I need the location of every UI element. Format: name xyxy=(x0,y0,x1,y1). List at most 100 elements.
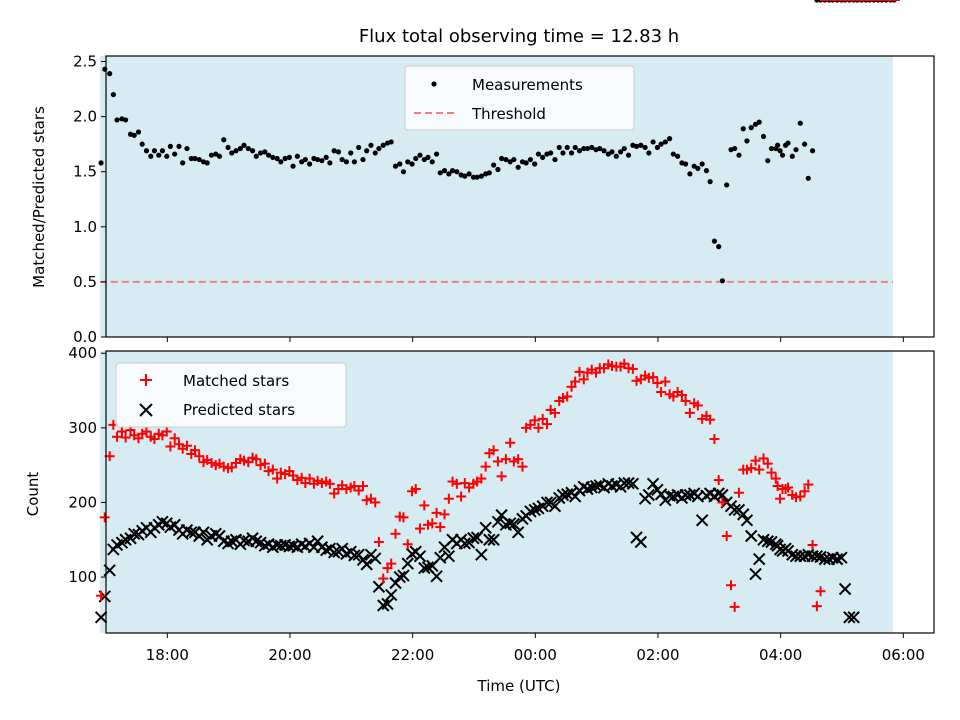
measurement-point xyxy=(556,144,562,151)
matched-stars-points xyxy=(96,0,900,612)
measurement-point xyxy=(474,174,480,180)
ratio-y-axis: 0.0 0.5 1.0 1.5 2.0 2.5 xyxy=(73,53,106,346)
predicted-star-point xyxy=(418,561,431,575)
measurement-point xyxy=(687,171,693,177)
measurement-point xyxy=(167,143,173,149)
count-y-tick-label: 300 xyxy=(68,419,97,437)
measurement-point xyxy=(511,156,517,163)
measurement-point xyxy=(540,154,546,160)
measurement-point xyxy=(429,159,435,165)
legend-measurement-marker xyxy=(431,81,437,87)
measurement-point xyxy=(768,145,775,152)
measurement-point xyxy=(302,156,308,163)
measurement-point xyxy=(372,150,378,156)
measurement-point xyxy=(486,170,492,176)
count-legend-box xyxy=(115,362,347,428)
predicted-star-point xyxy=(397,569,410,582)
measurement-point xyxy=(135,129,142,135)
measurement-point xyxy=(417,152,423,158)
measurement-point xyxy=(454,169,460,175)
predicted-star-point xyxy=(642,488,656,502)
predicted-star-point xyxy=(810,549,824,563)
predicted-star-point xyxy=(405,547,419,561)
measurement-point xyxy=(675,153,681,159)
x-tick-label: 00:00 xyxy=(514,646,557,664)
measurement-point xyxy=(667,136,673,142)
matched-star-point xyxy=(488,445,499,456)
predicted-star-point xyxy=(377,599,390,612)
matched-star-point xyxy=(378,573,389,584)
measurement-point xyxy=(437,170,443,176)
measurement-point xyxy=(323,154,329,160)
matched-star-point xyxy=(733,487,744,498)
matched-star-point xyxy=(456,491,467,502)
matched-star-point xyxy=(549,407,560,418)
measurement-point xyxy=(262,149,268,155)
measurement-point xyxy=(331,148,337,154)
predicted-star-point xyxy=(540,496,554,509)
predicted-star-point xyxy=(585,481,598,494)
predicted-star-point xyxy=(483,533,496,546)
predicted-star-point xyxy=(548,499,562,513)
measurement-point xyxy=(425,154,431,160)
measurement-point xyxy=(131,132,137,138)
measurement-point xyxy=(650,139,656,145)
measurement-point xyxy=(446,171,452,177)
predicted-stars-points xyxy=(94,0,900,624)
measurement-point xyxy=(229,150,235,156)
matched-star-point xyxy=(390,528,401,539)
measurement-point xyxy=(388,139,394,145)
measurement-point xyxy=(278,159,284,165)
measurement-point xyxy=(646,150,652,156)
matched-star-point xyxy=(492,456,503,467)
measurement-point xyxy=(237,145,243,152)
matched-star-point xyxy=(500,454,511,465)
measurement-point xyxy=(716,244,722,250)
matched-star-point xyxy=(762,458,773,469)
measurement-point xyxy=(290,163,296,169)
matched-star-point xyxy=(803,479,814,490)
matched-star-point xyxy=(713,475,724,486)
measurement-point xyxy=(196,156,202,163)
predicted-star-point xyxy=(384,588,398,602)
matched-star-point xyxy=(766,467,777,478)
predicted-star-point xyxy=(626,477,640,491)
matched-star-point xyxy=(729,601,740,612)
matched-star-point xyxy=(149,434,160,445)
predicted-star-point xyxy=(185,526,198,539)
count-x-axis: 18:00 20:00 22:00 00:00 02:00 04:00 06:00 xyxy=(146,633,925,664)
matched-star-point xyxy=(496,471,507,482)
matched-star-point xyxy=(505,437,516,448)
matched-star-point xyxy=(181,440,192,451)
ratio-legend: Measurements Threshold xyxy=(404,65,635,131)
ratio-y-tick-label: 2.0 xyxy=(73,108,97,126)
legend-predicted-marker xyxy=(139,403,153,417)
matched-star-point xyxy=(705,414,716,425)
measurement-point xyxy=(625,152,632,158)
matched-star-point xyxy=(141,426,152,437)
predicted-star-point xyxy=(250,535,263,548)
matched-star-point xyxy=(120,432,131,443)
measurement-point xyxy=(744,138,750,144)
matched-star-point xyxy=(795,491,806,502)
measurement-point xyxy=(449,168,456,174)
matched-star-point xyxy=(770,473,781,484)
matched-star-point xyxy=(578,374,589,385)
predicted-star-point xyxy=(225,535,238,548)
measurement-point xyxy=(523,160,529,166)
measurement-point xyxy=(609,149,615,155)
measurement-point xyxy=(274,155,280,162)
matched-star-point xyxy=(324,478,335,489)
x-tick-label: 18:00 xyxy=(146,646,189,664)
matched-star-point xyxy=(259,458,270,469)
measurement-point xyxy=(581,145,587,152)
matched-star-point xyxy=(652,378,663,389)
count-y-tick-label: 400 xyxy=(68,344,97,362)
matched-star-point xyxy=(517,461,528,472)
matched-star-point xyxy=(476,473,487,484)
measurement-point xyxy=(699,161,705,167)
legend-matched-label: Matched stars xyxy=(183,372,289,390)
measurement-point xyxy=(638,142,644,148)
predicted-star-point xyxy=(830,552,844,566)
measurement-point xyxy=(139,141,145,147)
